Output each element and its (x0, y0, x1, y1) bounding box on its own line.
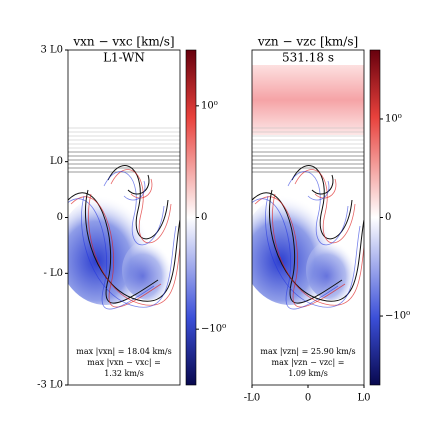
contour (84, 189, 180, 302)
colorbar-tick-label: −10⁰ (201, 324, 226, 335)
blue-region (306, 240, 358, 300)
colorbar (369, 49, 381, 386)
y-tick-label: L0 (50, 156, 63, 167)
contour (287, 171, 349, 246)
contour (311, 174, 334, 195)
contour (123, 180, 146, 201)
annotation: max |vzn − vzc| = (272, 358, 345, 367)
colorbar-tick-label: −10⁰ (385, 311, 410, 322)
y-tick-label: 3 L0 (40, 45, 63, 56)
panel-label: 531.18 s (282, 51, 334, 65)
x-tick-label: L0 (357, 393, 370, 404)
contour (314, 178, 337, 199)
field-image (252, 65, 364, 310)
annotation: 1.32 km/s (104, 369, 144, 378)
contour (265, 195, 361, 308)
contour (307, 180, 330, 201)
panel-title: vxn − vxc [km/s] (72, 35, 174, 49)
red-band (252, 65, 364, 135)
panel-title: vzn − vzc [km/s] (257, 35, 358, 49)
y-tick-label: -3 L0 (37, 380, 63, 391)
contour (88, 193, 180, 306)
x-tick-label: 0 (305, 393, 311, 404)
contour (81, 195, 177, 308)
x-tick-label: -L0 (244, 393, 260, 404)
field-image (68, 127, 180, 310)
colorbar-tick-label: 0 (385, 212, 391, 223)
contour (110, 169, 172, 244)
contour (272, 193, 364, 306)
colorbar-tick-label: 10⁰ (201, 100, 218, 111)
colorbar-tick-label: 10⁰ (385, 113, 402, 124)
annotation: max |vxn − vxc| = (87, 358, 161, 367)
panel-label: L1-WN (103, 51, 145, 65)
annotation: max |vzn| = 25.90 km/s (260, 347, 355, 356)
colorbar-tick-label: 0 (201, 212, 207, 223)
contour (294, 169, 356, 244)
contour (103, 171, 165, 246)
annotation: 1.09 km/s (288, 369, 328, 378)
y-tick-label: 0 (57, 212, 63, 223)
contour (268, 189, 364, 302)
contour (130, 178, 153, 199)
contour (127, 174, 150, 195)
y-tick-label: - L0 (43, 268, 63, 279)
colorbar (185, 49, 197, 386)
blue-region (122, 240, 174, 300)
annotation: max |vxn| = 18.04 km/s (76, 347, 171, 356)
